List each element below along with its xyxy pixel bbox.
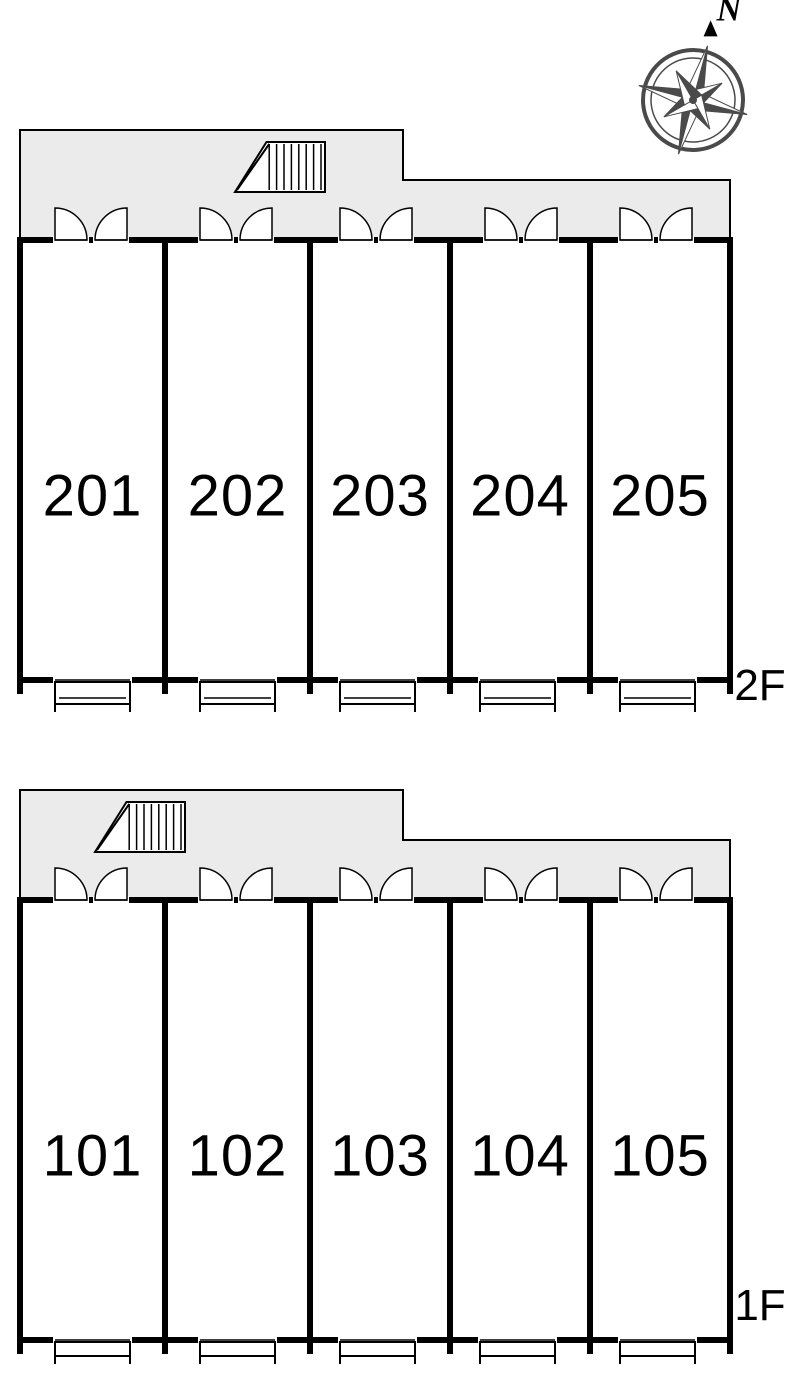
balcony (200, 682, 275, 704)
unit-label-202: 202 (188, 463, 288, 528)
balcony (480, 1342, 555, 1356)
units-block (20, 240, 730, 680)
compass-north-arrow (704, 20, 718, 36)
floor-plan-diagram: N 201 202 203 204 205 2F 101 102 103 104 105 1F (0, 0, 800, 1381)
compass-north-label: N (716, 0, 743, 28)
unit-label-203: 203 (330, 463, 430, 528)
compass-icon (624, 31, 761, 168)
balcony (200, 1342, 275, 1356)
unit-label-102: 102 (188, 1123, 288, 1188)
unit-label-205: 205 (610, 463, 710, 528)
balcony (55, 682, 130, 704)
floor-1F: 101 102 103 104 105 1F (20, 790, 786, 1364)
balcony (480, 682, 555, 704)
units-block (20, 900, 730, 1340)
balcony (340, 1342, 415, 1356)
floor-2F: 201 202 203 204 205 2F (20, 130, 786, 712)
unit-label-101: 101 (43, 1123, 143, 1188)
balcony (55, 1342, 130, 1356)
unit-label-204: 204 (470, 463, 570, 528)
floor-label-1F: 1F (734, 1281, 785, 1330)
balcony (620, 682, 695, 704)
unit-label-105: 105 (610, 1123, 710, 1188)
balcony (620, 1342, 695, 1356)
unit-label-104: 104 (470, 1123, 570, 1188)
balcony (340, 682, 415, 704)
unit-label-201: 201 (43, 463, 143, 528)
floor-label-2F: 2F (734, 661, 785, 710)
unit-label-103: 103 (330, 1123, 430, 1188)
